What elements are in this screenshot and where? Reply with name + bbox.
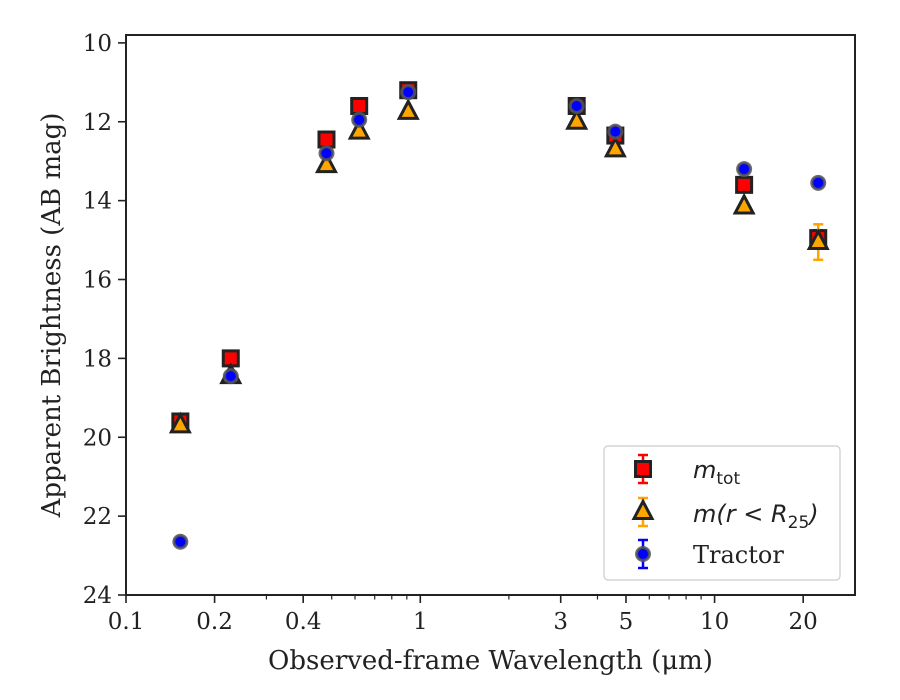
x-axis-label: Observed-frame Wavelength (μm) <box>268 646 713 676</box>
mr25-point <box>168 411 192 434</box>
mr25-point <box>603 135 627 158</box>
y-tick-label: 20 <box>83 425 112 451</box>
mr25-point <box>565 108 589 130</box>
tractor-point <box>810 174 827 191</box>
legend-mr25-point-marker <box>631 498 655 520</box>
x-tick-label: 0.2 <box>196 609 233 635</box>
x-tick-label: 0.4 <box>285 609 322 635</box>
legend-mtot-point-marker <box>634 460 652 478</box>
y-tick-label: 18 <box>83 346 112 372</box>
tractor-point <box>568 97 585 114</box>
x-tick-label: 10 <box>700 609 729 635</box>
mtot-point <box>317 130 336 149</box>
data-points <box>168 81 830 550</box>
mtot-point <box>350 96 369 115</box>
legend: mtot m(r < R25) Tractor <box>603 445 841 581</box>
x-tick-label: 1 <box>413 609 428 635</box>
tractor-point <box>318 145 335 162</box>
y-axis-label: Apparent Brightness (AB mag) <box>37 113 67 519</box>
y-tick-label: 24 <box>83 583 112 609</box>
y-tick-label: 22 <box>83 504 112 530</box>
axis-ticks: 0.1 0.2 0.4 1 3 5 10 20 10 12 14 16 18 20 22 24 <box>83 31 818 635</box>
legend-tractor-point-marker <box>635 546 651 562</box>
x-tick-label: 3 <box>553 609 568 635</box>
y-tick-label: 10 <box>83 31 112 57</box>
mtot-point <box>735 175 754 194</box>
mr25-point <box>396 98 420 120</box>
y-tick-label: 14 <box>83 189 112 215</box>
tractor-point <box>172 533 189 550</box>
legend-markers <box>631 453 655 570</box>
tractor-point <box>351 111 368 128</box>
tractor-point <box>736 161 753 178</box>
tractor-point <box>607 123 624 140</box>
mr25-point <box>347 117 371 140</box>
y-tick-label: 12 <box>83 110 112 136</box>
mr25-point <box>732 192 756 215</box>
y-tick-label: 16 <box>83 268 112 294</box>
tractor-point <box>222 368 239 385</box>
mr25-point <box>806 228 830 251</box>
mr25-point <box>314 151 338 174</box>
x-tick-label: 20 <box>789 609 818 635</box>
tractor-point <box>400 84 417 101</box>
x-tick-label: 0.1 <box>108 609 145 635</box>
plot-frame <box>125 34 856 596</box>
legend-label-tractor: Tractor <box>693 541 784 569</box>
x-tick-label: 5 <box>619 609 634 635</box>
legend-box <box>603 445 841 581</box>
